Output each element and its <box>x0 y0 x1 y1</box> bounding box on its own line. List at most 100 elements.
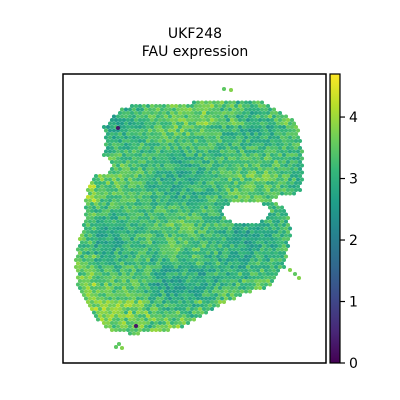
spot <box>195 142 201 147</box>
spot <box>235 240 241 245</box>
spot <box>249 229 255 235</box>
spot <box>115 149 121 154</box>
spot <box>269 250 275 256</box>
spot <box>119 233 125 238</box>
spot <box>97 243 103 249</box>
spot <box>195 212 201 217</box>
spot <box>275 268 281 273</box>
spot <box>221 187 227 193</box>
spot <box>155 128 161 133</box>
spot <box>147 254 153 259</box>
spot <box>227 289 233 294</box>
spot <box>127 310 133 315</box>
spot <box>277 152 283 158</box>
spot <box>205 250 211 256</box>
spot <box>179 170 185 175</box>
spot <box>215 142 221 147</box>
spot <box>113 201 119 207</box>
spot <box>227 219 233 224</box>
spot <box>211 142 217 147</box>
spot <box>119 114 125 119</box>
spot <box>147 219 153 224</box>
spot <box>163 303 169 308</box>
spot <box>201 299 207 305</box>
spot <box>119 289 125 294</box>
spot <box>101 152 107 158</box>
spot <box>91 219 97 224</box>
spot <box>127 149 133 154</box>
spot <box>147 303 153 308</box>
spot <box>139 317 145 322</box>
spot <box>269 117 275 123</box>
spot <box>145 250 151 256</box>
spot <box>297 187 303 193</box>
spot <box>157 299 163 305</box>
spot <box>235 114 241 119</box>
spot <box>227 240 233 245</box>
spot <box>195 107 201 112</box>
spot <box>101 299 107 305</box>
spot <box>159 156 165 161</box>
spot <box>123 317 129 322</box>
spot <box>153 306 159 312</box>
spot <box>283 163 289 168</box>
spot <box>209 299 215 305</box>
spot <box>215 163 221 168</box>
spot <box>217 271 223 277</box>
spot <box>87 289 93 294</box>
spot <box>149 257 155 263</box>
spot <box>139 121 145 126</box>
spot <box>83 261 89 266</box>
spot <box>93 292 99 298</box>
spot <box>299 149 305 154</box>
spot <box>125 131 131 137</box>
spot <box>101 208 107 214</box>
spot <box>187 121 193 126</box>
spot <box>285 145 291 151</box>
spot <box>261 173 267 179</box>
spot <box>257 103 263 109</box>
spot <box>165 145 171 151</box>
spot <box>277 166 283 172</box>
spot <box>153 250 159 256</box>
spot <box>251 184 257 189</box>
spot <box>141 131 147 137</box>
spot <box>93 215 99 221</box>
spot <box>209 215 215 221</box>
spot <box>149 271 155 277</box>
spot <box>177 131 183 137</box>
spot <box>187 107 193 112</box>
spot <box>179 289 185 294</box>
spot <box>207 261 213 266</box>
spot <box>219 261 225 266</box>
spot <box>123 205 129 210</box>
spot <box>245 166 251 172</box>
spot <box>103 268 109 273</box>
spot <box>287 177 293 182</box>
spot <box>133 110 139 116</box>
spot <box>263 177 269 182</box>
spot <box>107 170 113 175</box>
spot <box>139 135 145 140</box>
spot <box>227 198 233 203</box>
spot <box>275 121 281 126</box>
spot <box>281 236 287 242</box>
spot <box>233 271 239 277</box>
spot <box>123 121 129 126</box>
spot <box>179 142 185 147</box>
spot <box>197 131 203 137</box>
spot <box>179 212 185 217</box>
spot <box>219 156 225 161</box>
spot <box>217 264 223 270</box>
spot <box>191 107 197 112</box>
spot <box>257 138 263 144</box>
spot <box>149 313 155 319</box>
spot <box>199 100 205 105</box>
spot <box>237 103 243 109</box>
spot <box>239 142 245 147</box>
spot <box>187 261 193 266</box>
spot <box>267 268 273 273</box>
spot <box>211 149 217 154</box>
spot <box>101 194 107 200</box>
spot <box>215 156 221 161</box>
